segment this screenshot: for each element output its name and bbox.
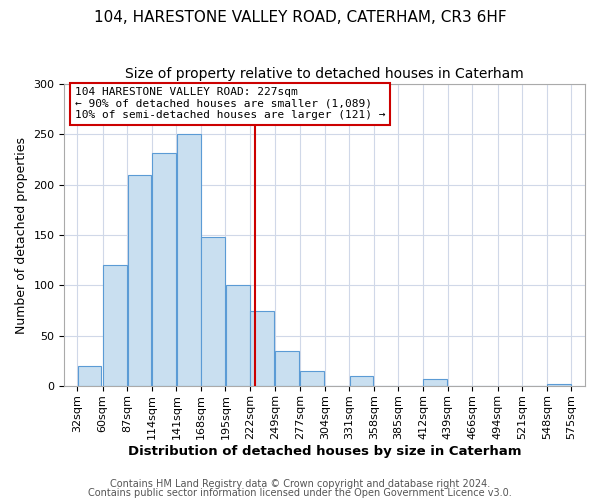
- Bar: [103, 266, 127, 386]
- Bar: [547, 384, 571, 386]
- Text: Contains HM Land Registry data © Crown copyright and database right 2024.: Contains HM Land Registry data © Crown c…: [110, 479, 490, 489]
- Bar: [128, 174, 151, 386]
- Bar: [177, 134, 200, 386]
- Bar: [250, 310, 274, 386]
- Y-axis label: Number of detached properties: Number of detached properties: [15, 136, 28, 334]
- Bar: [226, 286, 250, 386]
- Bar: [350, 376, 373, 386]
- Bar: [152, 152, 176, 386]
- Title: Size of property relative to detached houses in Caterham: Size of property relative to detached ho…: [125, 68, 524, 82]
- Text: 104 HARESTONE VALLEY ROAD: 227sqm
← 90% of detached houses are smaller (1,089)
1: 104 HARESTONE VALLEY ROAD: 227sqm ← 90% …: [75, 87, 385, 120]
- Text: 104, HARESTONE VALLEY ROAD, CATERHAM, CR3 6HF: 104, HARESTONE VALLEY ROAD, CATERHAM, CR…: [94, 10, 506, 25]
- Text: Contains public sector information licensed under the Open Government Licence v3: Contains public sector information licen…: [88, 488, 512, 498]
- X-axis label: Distribution of detached houses by size in Caterham: Distribution of detached houses by size …: [128, 444, 521, 458]
- Bar: [301, 371, 325, 386]
- Bar: [275, 351, 299, 386]
- Bar: [424, 379, 447, 386]
- Bar: [77, 366, 101, 386]
- Bar: [201, 237, 225, 386]
